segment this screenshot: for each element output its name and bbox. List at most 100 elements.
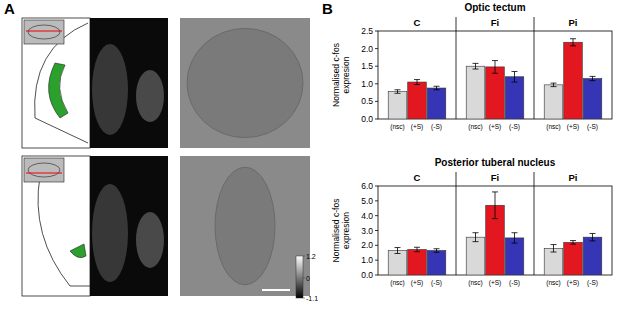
y-tick <box>375 66 378 67</box>
group-label: Fi <box>491 172 499 183</box>
x-tick-label: (nsc) <box>468 123 482 131</box>
bar <box>505 77 524 119</box>
y-tick-label: 0.5 <box>361 96 373 106</box>
group-label: C <box>414 172 421 183</box>
colorbar <box>296 256 303 298</box>
x-tick-label: (-S) <box>431 123 442 131</box>
y-tick-label: 2.0 <box>361 44 373 54</box>
x-tick-label: (nsc) <box>546 123 560 131</box>
y-tick-label: 1.5 <box>361 61 373 71</box>
y-tick <box>375 275 378 276</box>
figure: AB1.20-1.1Optic tectumNormalised c-fosex… <box>0 0 617 314</box>
error-bar <box>395 248 401 254</box>
inset-outline <box>28 163 60 177</box>
error-bar <box>414 80 420 85</box>
region-highlight <box>49 63 68 118</box>
bar <box>408 82 427 119</box>
tissue <box>136 212 164 268</box>
bar <box>564 42 583 119</box>
error-bar <box>473 233 479 242</box>
difference-map <box>180 156 310 296</box>
plot-frame <box>378 186 612 275</box>
error-bar <box>414 247 420 251</box>
group-separator <box>534 17 535 119</box>
x-tick-label: (-S) <box>587 279 598 287</box>
y-tick <box>375 260 378 261</box>
fluorescence-image <box>90 156 168 296</box>
schematic <box>22 156 90 296</box>
group-label: Pi <box>569 17 578 28</box>
tissue <box>92 184 128 282</box>
bar <box>466 237 485 275</box>
colorbar-label: 1.2 <box>306 253 316 260</box>
group-separator <box>534 172 535 275</box>
y-axis-title: Normalised c-fosexpresion <box>331 43 351 107</box>
colorbar-tick <box>303 298 305 299</box>
y-tick-label: 2.0 <box>361 240 373 250</box>
bar <box>388 92 407 119</box>
bar-chart: Optic tectumNormalised c-fosexpresion0.0… <box>331 2 612 131</box>
y-tick <box>375 83 378 84</box>
y-tick <box>375 48 378 49</box>
section-line <box>26 31 62 32</box>
x-tick-label: (+S) <box>411 123 423 131</box>
x-tick-label: (-S) <box>587 123 598 131</box>
error-bar <box>434 249 440 253</box>
y-tick-label: 1.0 <box>361 79 373 89</box>
x-tick-label: (+S) <box>567 279 579 287</box>
x-tick-label: (nsc) <box>390 279 404 287</box>
error-bar <box>434 86 440 90</box>
y-tick-label: 6.0 <box>361 181 373 191</box>
bar <box>583 79 602 119</box>
panel-label: A <box>4 0 15 17</box>
error-bar <box>512 71 518 82</box>
error-bar <box>492 192 498 219</box>
y-tick <box>375 31 378 32</box>
y-tick-label: 3.0 <box>361 226 373 236</box>
group-label: C <box>414 17 421 28</box>
inset <box>24 20 64 44</box>
y-tick <box>375 119 378 120</box>
group-separator <box>456 172 457 275</box>
error-bar <box>512 233 518 243</box>
tissue <box>92 44 128 135</box>
fluorescence-image <box>90 18 168 148</box>
bar <box>408 249 427 275</box>
bar <box>486 67 505 119</box>
chart-title: Optic tectum <box>464 2 525 13</box>
bar-chart: Posterior tuberal nucleus Normalised c-fo… <box>331 157 612 287</box>
x-tick-label: (+S) <box>489 123 501 131</box>
error-bar <box>570 241 576 245</box>
chart-title: Posterior tuberal nucleus <box>435 157 556 168</box>
bar <box>544 85 563 119</box>
x-tick-label: (+S) <box>489 279 501 287</box>
y-tick <box>375 230 378 231</box>
x-tick-label: (nsc) <box>546 279 560 287</box>
colorbar-tick <box>303 256 305 257</box>
plot-frame <box>378 31 612 119</box>
x-tick-label: (nsc) <box>468 279 482 287</box>
colorbar-label: 0 <box>306 275 310 282</box>
inset <box>24 158 64 182</box>
scale-bar <box>262 289 290 291</box>
y-tick-label: 0.0 <box>361 270 373 280</box>
region-highlight <box>70 244 86 258</box>
x-tick-label: (-S) <box>431 279 442 287</box>
y-axis-title-line: Normalised c-fos <box>331 43 341 107</box>
x-tick-label: (+S) <box>411 279 423 287</box>
colorbar-label: -1.1 <box>306 295 318 302</box>
x-tick-label: (-S) <box>509 123 520 131</box>
error-bar <box>395 90 401 94</box>
error-bar <box>473 63 479 69</box>
brain-shape <box>215 167 275 285</box>
y-tick <box>375 245 378 246</box>
x-tick-label: (+S) <box>567 123 579 131</box>
brain-shape <box>187 28 303 137</box>
y-tick <box>375 215 378 216</box>
difference-map <box>180 18 310 148</box>
error-bar <box>492 61 498 74</box>
bar <box>427 88 446 119</box>
bar <box>466 66 485 119</box>
y-axis-title-line: Normalised c-fos <box>331 199 341 263</box>
marks <box>388 39 602 119</box>
